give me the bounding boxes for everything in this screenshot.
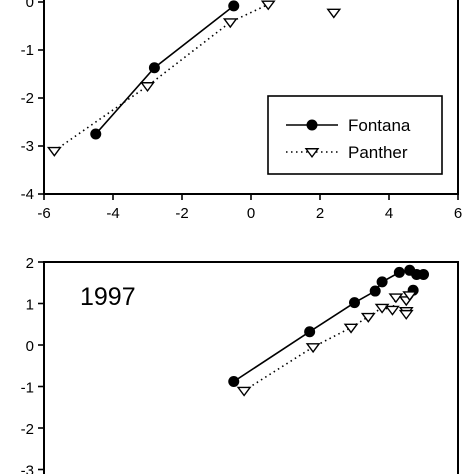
legend: Fontana Panther — [267, 95, 443, 175]
legend-box — [267, 95, 443, 175]
bottom-fontana-point — [418, 268, 429, 280]
top-x-tick-label: -6 — [37, 205, 50, 222]
bottom-fontana-line — [233, 269, 424, 383]
top-y-tick-label: -2 — [21, 90, 34, 107]
bottom-fontana-point — [376, 276, 388, 288]
bottom-fontana-point — [369, 285, 381, 297]
top-x-tick-label: -2 — [175, 205, 188, 222]
top-y-tick-label: -4 — [21, 186, 34, 203]
bottom-axis-frame — [43, 261, 459, 474]
top-x-tick-label: 6 — [454, 205, 462, 222]
bottom-y-tick-label: 1 — [26, 297, 34, 314]
top-x-tick-label: 4 — [385, 205, 393, 222]
bottom-panther-point — [398, 309, 414, 320]
top-panther-point — [222, 18, 238, 29]
bottom-fontana-point — [228, 376, 240, 388]
bottom-panther-point — [385, 305, 400, 316]
bottom-panther-point — [374, 303, 390, 314]
top-panther-point — [46, 146, 62, 157]
bottom-y-tick-label: 2 — [26, 255, 34, 272]
bottom-fontana-point — [304, 326, 316, 338]
top-fontana-point — [228, 0, 240, 12]
legend-fontana-marker — [306, 119, 318, 131]
top-fontana-point — [148, 62, 160, 74]
top-x-tick-label: 0 — [247, 205, 255, 222]
bottom-panther-point — [236, 386, 252, 397]
bottom-plot: 2 1 0 -1 -2 -3 1997 — [21, 255, 459, 474]
bottom-y-tick-label: -2 — [21, 421, 34, 438]
bottom-fontana-point — [393, 266, 405, 278]
top-panther-point — [140, 82, 155, 93]
bottom-y-tick-label: -3 — [21, 463, 34, 474]
bottom-fontana-point — [349, 297, 360, 309]
top-y-tick-label: -1 — [21, 42, 34, 59]
bottom-y-tick-label: -1 — [21, 380, 34, 397]
year-annotation: 1997 — [80, 283, 136, 311]
bottom-y-tick-label: 0 — [26, 338, 34, 355]
top-y-tick-label: -3 — [21, 138, 34, 155]
top-panther-point — [260, 0, 276, 11]
top-fontana-point — [90, 128, 102, 140]
top-y-tick-label: 0 — [26, 0, 34, 11]
bottom-panther-point — [360, 312, 376, 323]
bottom-panther-point — [402, 291, 418, 302]
bottom-panther-point — [388, 293, 404, 304]
bottom-panther-point — [305, 343, 321, 354]
top-x-tick-label: 2 — [316, 205, 324, 222]
legend-panther-label: Panther — [348, 143, 408, 162]
top-fontana-line — [95, 5, 235, 135]
legend-panther-marker — [304, 148, 320, 159]
top-panther-line — [53, 3, 269, 152]
top-x-tick-label: -4 — [106, 205, 119, 222]
bottom-panther-point — [343, 323, 359, 334]
legend-fontana-label: Fontana — [348, 116, 411, 135]
top-panther-point — [326, 8, 342, 19]
